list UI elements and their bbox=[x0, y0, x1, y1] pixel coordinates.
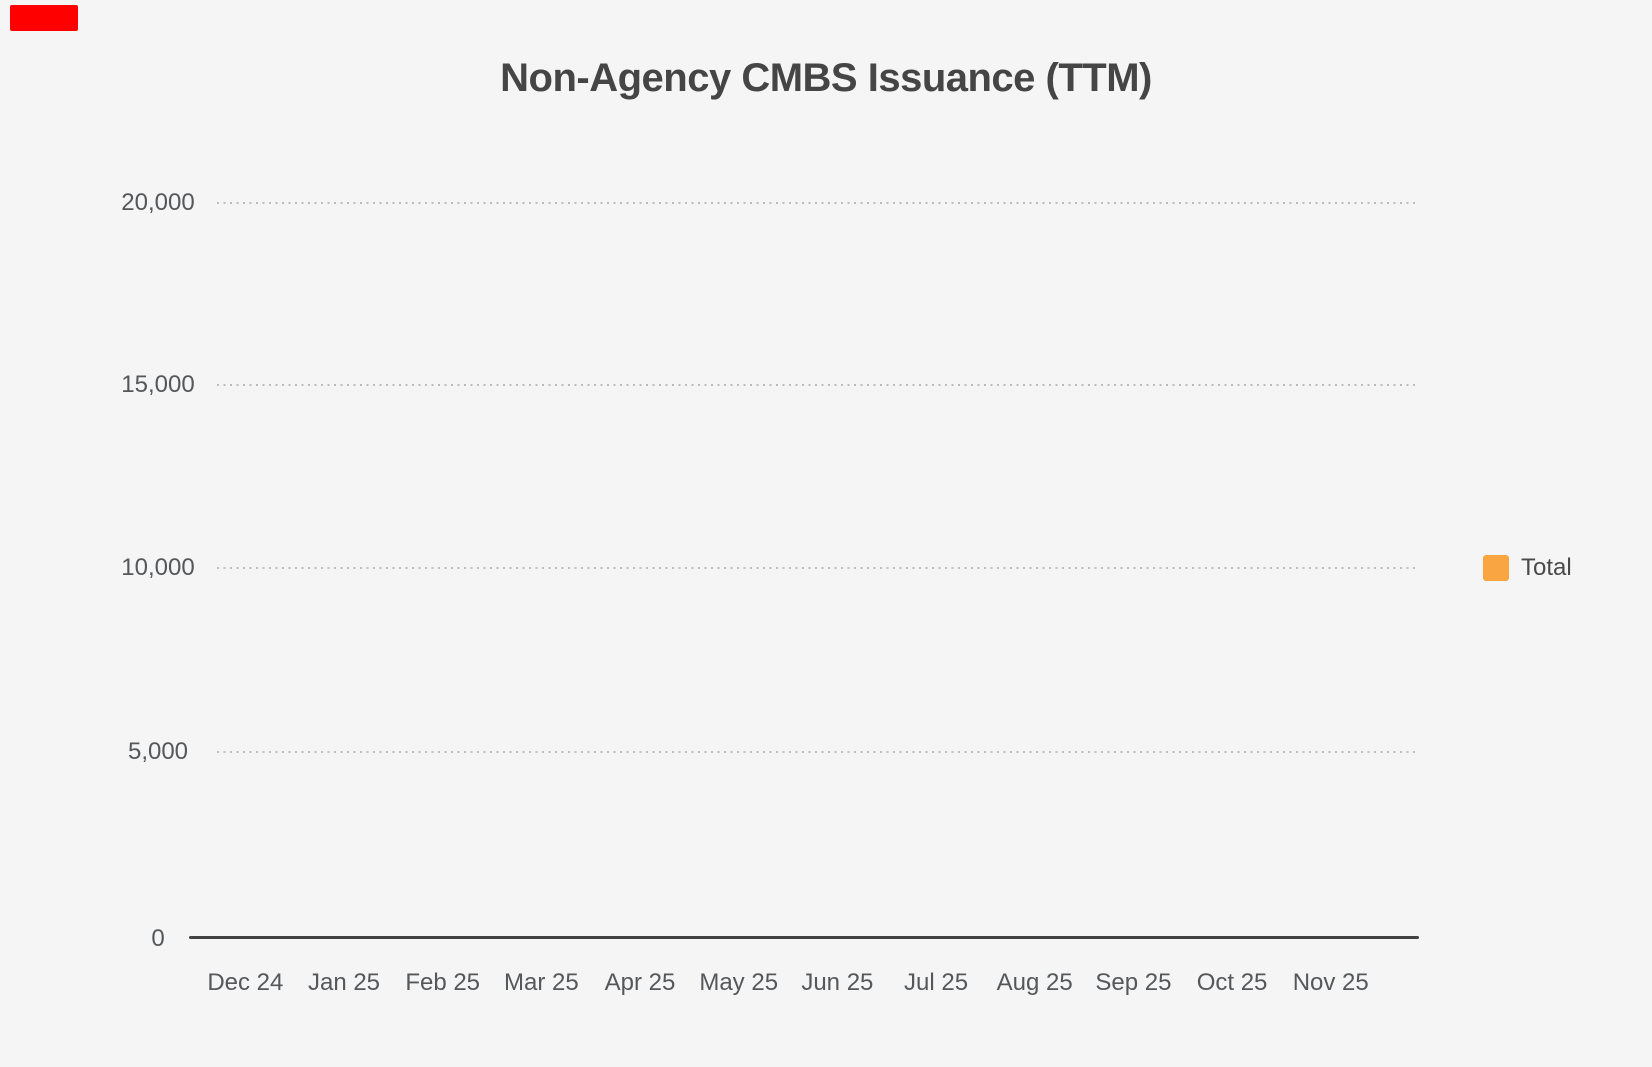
legend-color-swatch bbox=[1483, 555, 1509, 581]
x-axis-tick-label: Feb 25 bbox=[405, 969, 481, 996]
y-axis-tick-label: 20,000 bbox=[121, 189, 195, 216]
legend-label: Total bbox=[1521, 554, 1572, 581]
x-axis-line bbox=[189, 936, 1419, 939]
legend-item-total[interactable]: Total bbox=[1483, 553, 1572, 583]
y-axis-tick-label: 10,000 bbox=[121, 554, 195, 581]
x-axis: Dec 24 Jan 25 Feb 25 Mar 25 Apr 25 May 2… bbox=[196, 968, 1380, 998]
x-axis-tick-label: Dec 24 bbox=[207, 969, 284, 996]
x-axis-tick-label: Oct 25 bbox=[1196, 969, 1268, 996]
x-axis-tick-label: Jun 25 bbox=[801, 969, 874, 996]
plot-area bbox=[189, 203, 1419, 937]
x-axis-tick-label: Jan 25 bbox=[307, 969, 381, 996]
gridline bbox=[217, 567, 1419, 569]
gridline bbox=[217, 202, 1419, 204]
x-axis-tick-label: Jul 25 bbox=[904, 969, 969, 996]
gridline bbox=[217, 751, 1419, 753]
x-axis-tick-label: Aug 25 bbox=[996, 969, 1073, 996]
x-axis-tick-label: Apr 25 bbox=[604, 969, 676, 996]
x-axis-tick-label: May 25 bbox=[699, 969, 779, 996]
red-indicator bbox=[10, 5, 78, 31]
y-axis-tick-label: 5,000 bbox=[127, 738, 189, 765]
chart-title: Non-Agency CMBS Issuance (TTM) bbox=[500, 56, 1152, 100]
y-axis-tick-label: 15,000 bbox=[121, 371, 195, 398]
y-axis-tick-label: 0 bbox=[151, 925, 165, 952]
x-axis-tick-label: Nov 25 bbox=[1292, 969, 1369, 996]
x-axis-tick-label: Mar 25 bbox=[504, 969, 579, 996]
gridline bbox=[217, 384, 1419, 386]
x-axis-tick-label: Sep 25 bbox=[1095, 969, 1172, 996]
